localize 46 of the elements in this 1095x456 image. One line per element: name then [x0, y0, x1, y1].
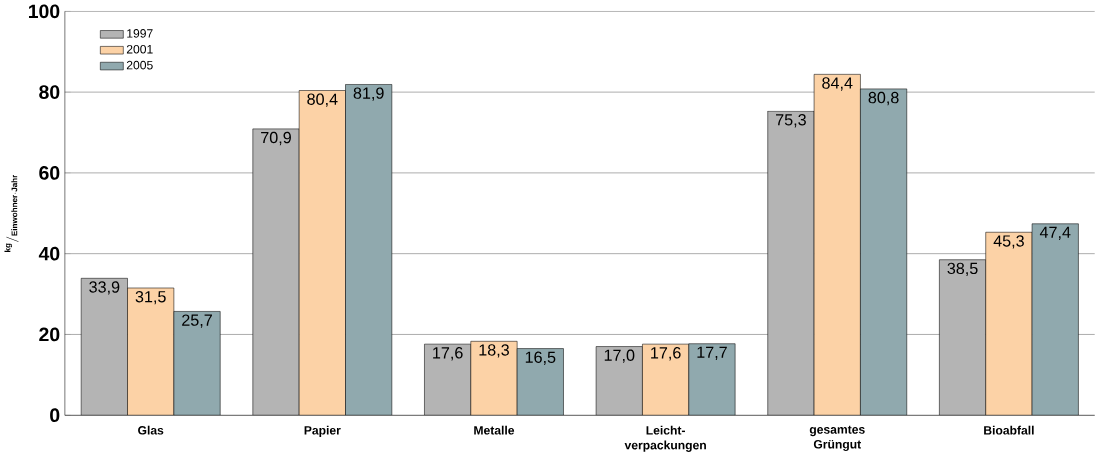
data-label: 70,9 [261, 131, 291, 146]
bar [939, 259, 986, 416]
bar [814, 74, 861, 416]
data-label: 80,4 [307, 93, 338, 107]
data-label: 17,6 [651, 346, 681, 361]
data-label: 17,0 [604, 349, 635, 363]
data-label: 45,3 [993, 235, 1024, 249]
y-tick-label: 60 [39, 165, 60, 180]
legend-label: 2005 [126, 60, 153, 70]
data-label: 31,5 [135, 290, 166, 305]
data-label: 84,4 [822, 77, 853, 91]
data-label: 80,8 [868, 91, 899, 106]
y-tick-label: 100 [28, 4, 60, 19]
bar [299, 90, 346, 416]
data-label: 81,9 [353, 87, 384, 101]
bar [767, 110, 815, 416]
data-label: 33,9 [89, 281, 120, 295]
data-label: 17,6 [433, 346, 463, 361]
y-tick-label: 40 [38, 246, 60, 261]
bar [470, 341, 518, 416]
x-tick-label: Metalle [474, 425, 515, 435]
legend-label: 1997 [127, 28, 153, 38]
data-label: 25,7 [182, 314, 212, 328]
data-label: 16,5 [525, 351, 556, 365]
data-label: 18,3 [479, 344, 509, 358]
x-tick-label: gesamtes Grüngut [809, 425, 865, 451]
data-label: 38,5 [947, 262, 978, 276]
x-tick-label: Leicht-verpackungen [624, 425, 706, 452]
legend-label: 2001 [126, 44, 153, 54]
y-axis-title: ${}^{\mathbf{kg}}/_{\mathbf{Einwohner}\cdot\mathbf{Jahr}}$ [4, 174, 19, 252]
bar [81, 278, 128, 416]
y-tick-label: 20 [39, 327, 60, 342]
bar [596, 346, 643, 416]
bar [424, 343, 471, 416]
bar [985, 231, 1033, 416]
bar [127, 287, 174, 416]
data-label: 47,4 [1039, 226, 1071, 240]
bar [642, 343, 689, 416]
x-tick-label: Papier [304, 425, 341, 437]
x-tick-label: Bioabfall [984, 425, 1034, 435]
bar [252, 128, 300, 416]
data-label: 75,3 [776, 113, 806, 128]
data-label: 17,7 [697, 346, 727, 360]
x-tick-label: Glas [138, 425, 164, 435]
y-tick-label: 80 [39, 85, 60, 99]
y-tick-label: 0 [50, 408, 60, 422]
